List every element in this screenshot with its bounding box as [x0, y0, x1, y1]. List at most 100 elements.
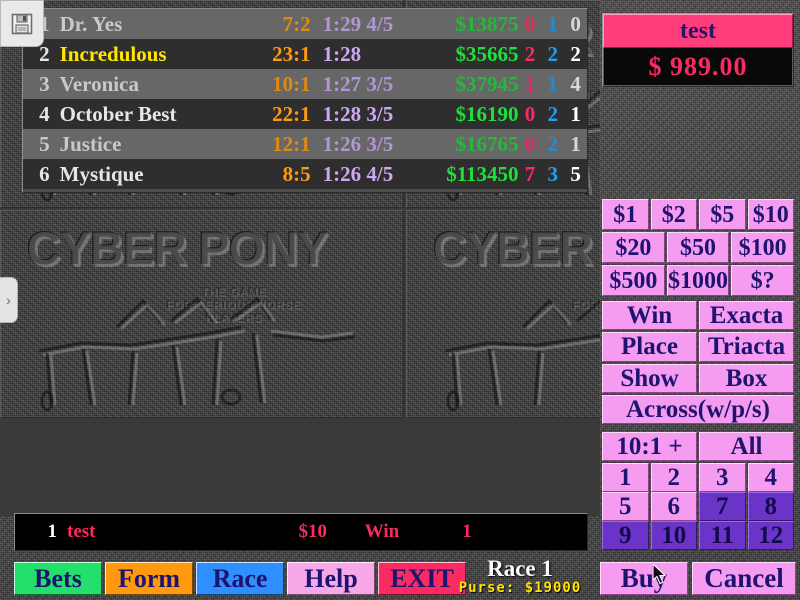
selection-number-button[interactable]: 11 — [699, 521, 746, 550]
wallpaper-title: CYBER PONY — [27, 222, 329, 275]
horse-places: 1 — [547, 11, 559, 36]
race-purse: Purse: $19000 — [458, 580, 582, 596]
horse-places: 1 — [547, 71, 559, 96]
horse-name: Veronica — [59, 71, 139, 96]
horse-purse: $13875 — [455, 11, 519, 36]
selection-number-button[interactable]: 7 — [699, 492, 746, 521]
selection-number-button[interactable]: 3 — [699, 463, 746, 492]
horse-wins: 0 — [524, 11, 536, 36]
horse-odds: 10:1 — [272, 71, 311, 96]
horse-purse: $37945 — [455, 71, 519, 96]
bet-type-button[interactable]: Box — [699, 363, 794, 393]
confirm-bar[interactable]: Buy Cancel — [600, 562, 796, 595]
selection-number-button[interactable]: 8 — [747, 492, 794, 521]
racecard-row[interactable]: 5 Justice 12:1 1:26 3/5 $16765 0 2 1 — [23, 129, 587, 159]
horse-shows: 2 — [570, 41, 581, 66]
bet-type-button[interactable]: Triacta — [699, 332, 794, 362]
selection-number-button[interactable]: 5 — [602, 492, 649, 521]
racecard-table[interactable]: 1 Dr. Yes 7:2 1:29 4/5 $13875 0 1 0 2 Incredulous… — [22, 8, 588, 193]
wallpaper-tile: CYBER PONY THE GAME FOR SERIOUS HORSE PL… — [406, 210, 600, 418]
bet-type-button[interactable]: Show — [602, 363, 697, 393]
bet-type-button[interactable]: Win — [602, 301, 697, 331]
bet-type-button[interactable]: Exacta — [699, 301, 794, 331]
selection-number-button[interactable]: 9 — [602, 521, 649, 550]
denomination-button[interactable]: $5 — [699, 199, 746, 230]
wallpaper-tile: CYBER PONY THE GAME FOR SERIOUS HORSE PL… — [0, 210, 404, 418]
horse-odds: 22:1 — [272, 101, 311, 126]
denomination-button[interactable]: $2 — [650, 199, 697, 230]
horse-name: Incredulous — [59, 41, 167, 66]
bet-amount: $10 — [298, 521, 328, 542]
horse-places: 2 — [547, 41, 559, 66]
horse-odds: 7:2 — [282, 11, 311, 36]
racecard-row[interactable]: 4 October Best 22:1 1:28 3/5 $16190 0 2 1 — [23, 99, 587, 129]
denomination-button[interactable]: $500 — [602, 265, 665, 296]
horse-name: Mystique — [59, 161, 144, 186]
horse-odds: 23:1 — [272, 41, 311, 66]
select-all-button[interactable]: All — [699, 432, 794, 461]
save-panel[interactable] — [0, 0, 44, 47]
bet-type-buttons[interactable]: Win Exacta Place Triacta Show Box Across(w/p/s… — [602, 301, 794, 424]
selection-number-button[interactable]: 10 — [650, 521, 697, 550]
denomination-button[interactable]: $? — [731, 265, 795, 296]
selection-number-button[interactable]: 12 — [747, 521, 794, 550]
horse-name: Justice — [59, 131, 122, 156]
racecard-row[interactable]: 2 Incredulous 23:1 1:28 $35665 2 2 2 — [23, 39, 587, 69]
horse-wins: 0 — [524, 131, 536, 156]
horse-purse: $35665 — [455, 41, 519, 66]
selection-number-button[interactable]: 6 — [650, 492, 697, 521]
horse-shows: 4 — [570, 71, 581, 96]
horse-number: 3 — [39, 71, 50, 96]
bet-index: 1 — [47, 521, 58, 542]
toolbar-button-help[interactable]: Help — [287, 562, 375, 595]
horse-number: 4 — [39, 101, 50, 126]
denomination-buttons[interactable]: $1 $2 $5 $10 $20 $50 $100 $500 $1000 $? — [602, 199, 795, 296]
horse-places: 2 — [547, 101, 559, 126]
toolbar-button-exit[interactable]: EXIT — [378, 562, 466, 595]
horse-purse: $113450 — [446, 161, 519, 186]
horse-places: 3 — [547, 161, 559, 186]
bet-type-button[interactable]: Place — [602, 332, 697, 362]
horse-artwork-icon — [444, 298, 600, 412]
horse-time: 1:26 4/5 — [322, 161, 394, 186]
buy-button[interactable]: Buy — [600, 562, 688, 595]
racecard-row[interactable]: 1 Dr. Yes 7:2 1:29 4/5 $13875 0 1 0 — [23, 9, 587, 39]
horse-number: 5 — [39, 131, 50, 156]
racecard-row[interactable]: 6 Mystique 8:5 1:26 4/5 $113450 7 3 5 — [23, 159, 587, 189]
horse-time: 1:26 3/5 — [322, 131, 394, 156]
horse-shows: 0 — [570, 11, 581, 36]
denomination-button[interactable]: $50 — [666, 232, 730, 263]
left-panel-expand-tab[interactable]: › — [0, 277, 18, 323]
denomination-button[interactable]: $10 — [747, 199, 794, 230]
wallpaper-title: CYBER PONY — [433, 222, 600, 275]
horse-wins: 7 — [524, 161, 536, 186]
denomination-button[interactable]: $100 — [731, 232, 795, 263]
bet-type-button[interactable]: Across(w/p/s) — [602, 394, 794, 424]
toolbar-button-bets[interactable]: Bets — [14, 562, 102, 595]
chevron-right-icon: › — [6, 292, 11, 308]
selection-panel[interactable]: 10:1 + All 1 2 3 4 5 6 7 8 9 10 11 12 — [602, 432, 794, 556]
cancel-button[interactable]: Cancel — [692, 562, 796, 595]
selection-number-button[interactable]: 4 — [747, 463, 794, 492]
horse-shows: 1 — [570, 101, 581, 126]
horse-number: 1 — [39, 11, 50, 36]
toolbar-button-form[interactable]: Form — [105, 562, 193, 595]
denomination-button[interactable]: $1000 — [666, 265, 730, 296]
horse-places: 2 — [547, 131, 559, 156]
bet-type: Win — [364, 521, 400, 542]
odds-filter-button[interactable]: 10:1 + — [602, 432, 697, 461]
bet-slip[interactable]: 1 test $10 Win 1 — [14, 513, 588, 551]
floppy-disk-icon[interactable] — [10, 12, 34, 36]
horse-purse: $16190 — [455, 101, 519, 126]
selection-number-button[interactable]: 2 — [650, 463, 697, 492]
horse-time: 1:28 — [322, 41, 362, 66]
racecard-row[interactable]: 3 Veronica 10:1 1:27 3/5 $37945 1 1 4 — [23, 69, 587, 99]
horse-number: 6 — [39, 161, 50, 186]
denomination-button[interactable]: $20 — [602, 232, 665, 263]
horse-odds: 8:5 — [282, 161, 311, 186]
toolbar-button-race[interactable]: Race — [196, 562, 284, 595]
main-toolbar[interactable]: Bets Form Race Help EXIT — [14, 562, 466, 595]
denomination-button[interactable]: $1 — [602, 199, 649, 230]
player-balance: $ 989.00 — [603, 48, 793, 86]
selection-number-button[interactable]: 1 — [602, 463, 649, 492]
